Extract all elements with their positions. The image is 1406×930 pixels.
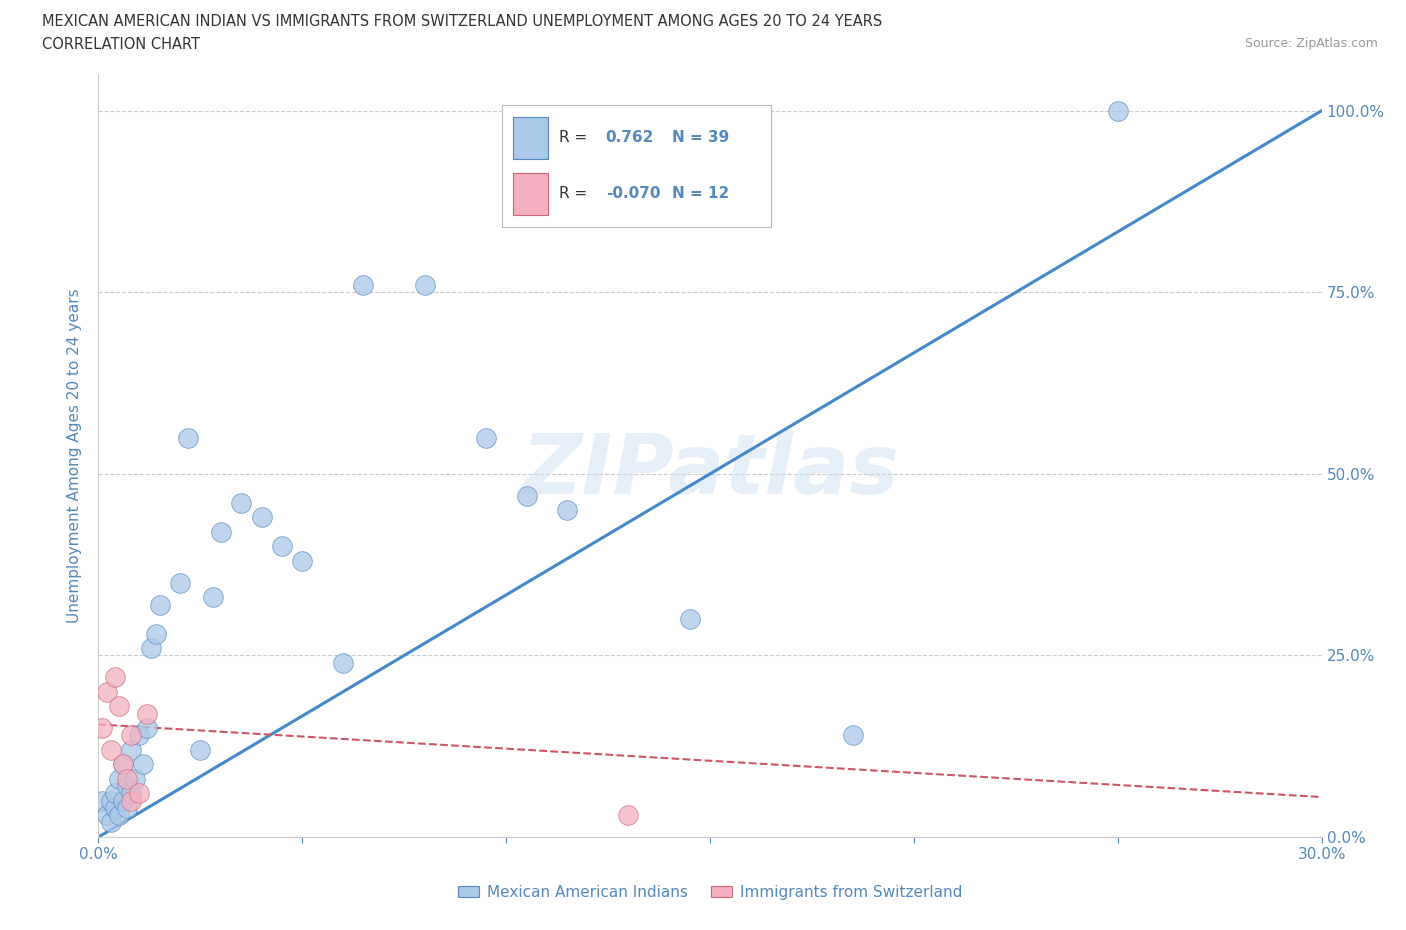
Point <box>352 277 374 292</box>
Point <box>516 488 538 503</box>
Point <box>332 656 354 671</box>
Point <box>91 721 114 736</box>
Point <box>617 808 640 823</box>
Point <box>100 793 122 808</box>
Point <box>96 808 118 823</box>
Point <box>270 539 294 554</box>
Point <box>1107 103 1129 118</box>
Point <box>145 626 167 641</box>
Point <box>128 728 150 743</box>
Point <box>120 786 142 801</box>
Point <box>120 742 142 757</box>
Text: R =: R = <box>558 130 586 145</box>
Point <box>132 757 155 772</box>
Point <box>96 684 118 699</box>
Text: 0.762: 0.762 <box>606 130 654 145</box>
Point <box>111 757 134 772</box>
Point <box>108 808 131 823</box>
Legend: Mexican American Indians, Immigrants from Switzerland: Mexican American Indians, Immigrants fro… <box>451 879 969 906</box>
Point <box>136 706 159 721</box>
Point <box>201 590 224 604</box>
Text: Source: ZipAtlas.com: Source: ZipAtlas.com <box>1244 37 1378 50</box>
Point <box>231 496 253 511</box>
Text: CORRELATION CHART: CORRELATION CHART <box>42 37 200 52</box>
Point <box>679 612 702 627</box>
Text: ZIPatlas: ZIPatlas <box>522 431 898 512</box>
Text: R =: R = <box>558 187 586 202</box>
Point <box>104 670 127 684</box>
Point <box>100 815 122 830</box>
Point <box>474 430 498 445</box>
Text: N = 39: N = 39 <box>672 130 728 145</box>
Point <box>115 801 138 816</box>
Text: MEXICAN AMERICAN INDIAN VS IMMIGRANTS FROM SWITZERLAND UNEMPLOYMENT AMONG AGES 2: MEXICAN AMERICAN INDIAN VS IMMIGRANTS FR… <box>42 14 883 29</box>
Point <box>115 772 138 787</box>
Text: N = 12: N = 12 <box>672 187 728 202</box>
Point <box>149 597 172 612</box>
Point <box>111 793 134 808</box>
Point <box>141 641 163 656</box>
Bar <box>513 173 548 215</box>
Point <box>128 786 150 801</box>
Point <box>111 757 134 772</box>
Point <box>136 721 159 736</box>
Point <box>209 525 232 539</box>
Point <box>108 772 131 787</box>
Point <box>169 576 191 591</box>
Point <box>291 553 314 568</box>
Point <box>120 728 142 743</box>
Point <box>91 793 114 808</box>
Text: -0.070: -0.070 <box>606 187 661 202</box>
Point <box>124 772 146 787</box>
Point <box>177 430 200 445</box>
Point <box>557 503 579 518</box>
Point <box>108 698 131 713</box>
Point <box>100 742 122 757</box>
Point <box>841 728 863 743</box>
Point <box>413 277 436 292</box>
Bar <box>513 117 548 159</box>
Point <box>120 793 142 808</box>
Point <box>104 801 127 816</box>
Point <box>250 510 273 525</box>
Point <box>188 742 212 757</box>
Y-axis label: Unemployment Among Ages 20 to 24 years: Unemployment Among Ages 20 to 24 years <box>67 288 83 623</box>
Point <box>115 778 138 793</box>
Point <box>104 786 127 801</box>
